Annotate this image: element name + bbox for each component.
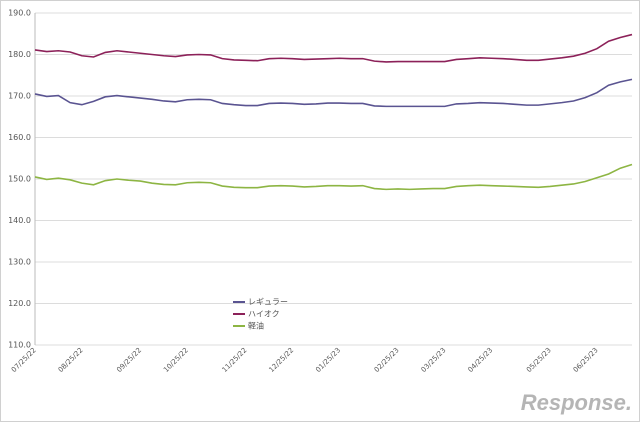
y-tick-label: 150.0 (8, 175, 31, 184)
y-tick-label: 140.0 (8, 216, 31, 225)
line-series (34, 78, 633, 108)
legend-label: ハイオク (248, 310, 280, 319)
y-tick-label: 170.0 (8, 92, 31, 101)
line-series (34, 33, 633, 63)
legend-label: 軽油 (248, 321, 264, 331)
y-tick-label: 110.0 (8, 341, 31, 350)
line-series (34, 163, 633, 191)
y-tick-label: 130.0 (8, 258, 31, 267)
y-tick-label: 180.0 (8, 50, 31, 59)
watermark: Response. (521, 390, 632, 415)
y-tick-label: 120.0 (8, 299, 31, 308)
legend-label: レギュラー (248, 298, 288, 307)
y-tick-label: 160.0 (8, 133, 31, 142)
y-tick-label: 190.0 (8, 9, 31, 18)
